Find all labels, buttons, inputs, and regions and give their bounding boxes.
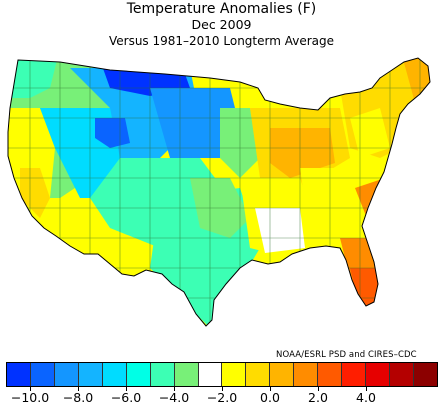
legend-label: −2.0 <box>206 390 238 405</box>
data-credit: NOAA/ESRL PSD and CIRES–CDC <box>276 350 417 360</box>
legend-tick <box>78 387 79 391</box>
legend-label: 0.0 <box>260 390 280 405</box>
legend-swatch <box>126 363 151 386</box>
legend-tick <box>318 387 319 391</box>
legend-tick <box>222 387 223 391</box>
legend-swatch <box>246 363 271 386</box>
region-socal <box>20 168 50 218</box>
region-ohio-valley <box>270 128 335 178</box>
legend-tick <box>30 387 31 391</box>
legend-swatch <box>294 363 319 386</box>
legend-label: −4.0 <box>158 390 190 405</box>
legend-swatch <box>222 363 247 386</box>
region-south-florida <box>350 268 385 318</box>
legend-swatch <box>150 363 175 386</box>
us-climate-division-map <box>7 57 431 327</box>
map-title-block: Temperature Anomalies (F) Dec 2009 Versu… <box>0 0 443 49</box>
legend-swatch <box>102 363 127 386</box>
legend-swatch <box>413 363 437 386</box>
legend-label: 2.0 <box>308 390 328 405</box>
legend-swatch <box>78 363 103 386</box>
legend-label: −6.0 <box>110 390 142 405</box>
legend-swatch <box>366 363 390 386</box>
legend-label: 4.0 <box>356 390 376 405</box>
region-mississippi <box>255 208 305 253</box>
legend-tick <box>174 387 175 391</box>
division-boundaries <box>8 58 430 326</box>
legend-tick <box>126 387 127 391</box>
region-northern-plains <box>150 88 240 158</box>
us-outline <box>7 57 431 327</box>
legend-swatch <box>54 363 79 386</box>
region-wyoming <box>95 118 130 148</box>
legend-label: −10.0 <box>10 390 50 405</box>
legend-tick <box>366 387 367 391</box>
legend-swatch <box>270 363 295 386</box>
anomaly-fill-layer <box>8 58 430 326</box>
legend-swatch <box>198 363 223 386</box>
legend-swatch <box>7 363 31 386</box>
map-baseline: Versus 1981–2010 Longterm Average <box>108 34 335 48</box>
map-period: Dec 2009 <box>191 17 252 32</box>
legend-swatch <box>390 363 414 386</box>
legend-swatch <box>342 363 367 386</box>
legend-swatch <box>174 363 199 386</box>
color-scale-legend <box>6 362 438 387</box>
map-title: Temperature Anomalies (F) <box>126 1 317 17</box>
legend-swatch <box>318 363 343 386</box>
legend-tick <box>270 387 271 391</box>
legend-swatch <box>30 363 55 386</box>
legend-label: −8.0 <box>62 390 94 405</box>
